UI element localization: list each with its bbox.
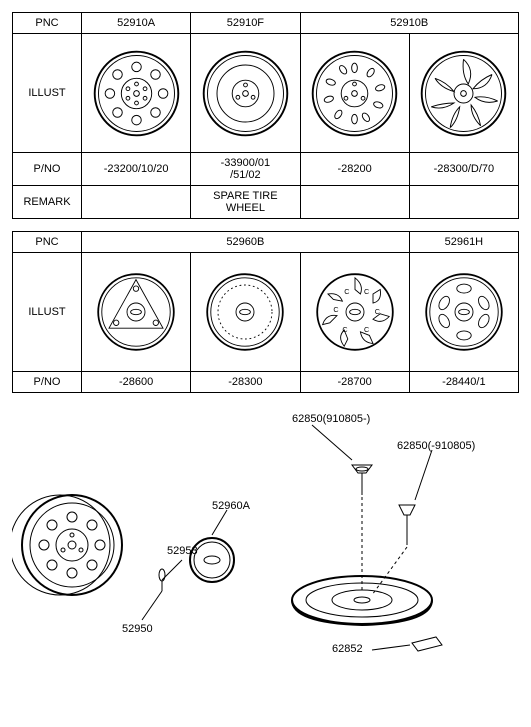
t1-pno-2: -28200 bbox=[300, 153, 409, 186]
t1-header-pno: P/NO bbox=[13, 153, 82, 186]
t1-illust-1 bbox=[191, 34, 300, 153]
t2-illust-1 bbox=[191, 253, 300, 372]
label-62850b: 62850(-910805) bbox=[397, 440, 475, 452]
t1-remark-1: SPARE TIRE WHEEL bbox=[191, 186, 300, 219]
t2-pno-3: -28440/1 bbox=[409, 372, 518, 393]
t2-header-pno: P/NO bbox=[13, 372, 82, 393]
t1-pnc-0: 52910A bbox=[82, 13, 191, 34]
label-52960A: 52960A bbox=[212, 500, 250, 512]
t1-illust-2 bbox=[300, 34, 409, 153]
t2-illust-0 bbox=[82, 253, 191, 372]
t1-illust-0 bbox=[82, 34, 191, 153]
t1-pnc-1: 52910F bbox=[191, 13, 300, 34]
t2-pnc-0: 52960B bbox=[82, 232, 410, 253]
table-2: PNC 52960B 52961H ILLUST P/NO -28600 -28… bbox=[12, 231, 519, 393]
t1-remark-3 bbox=[409, 186, 518, 219]
t1-remark-2 bbox=[300, 186, 409, 219]
t2-header-pnc: PNC bbox=[13, 232, 82, 253]
wheel-3d-icon bbox=[12, 495, 122, 595]
t2-pno-1: -28300 bbox=[191, 372, 300, 393]
t1-illust-3 bbox=[409, 34, 518, 153]
t2-pno-2: -28700 bbox=[300, 372, 409, 393]
label-52953: 52953 bbox=[167, 545, 198, 557]
t1-header-illust: ILLUST bbox=[13, 34, 82, 153]
t2-illust-3 bbox=[409, 253, 518, 372]
t2-header-illust: ILLUST bbox=[13, 253, 82, 372]
label-62850a: 62850(910805-) bbox=[292, 413, 370, 425]
t2-illust-2 bbox=[300, 253, 409, 372]
t1-header-pnc: PNC bbox=[13, 13, 82, 34]
t2-pno-0: -28600 bbox=[82, 372, 191, 393]
t1-remark-0 bbox=[82, 186, 191, 219]
lower-diagram: 62850(910805-) 62850(-910805) 52960A 529… bbox=[12, 405, 519, 665]
t1-header-remark: REMARK bbox=[13, 186, 82, 219]
t1-pnc-2: 52910B bbox=[300, 13, 519, 34]
table-1: PNC 52910A 52910F 52910B ILLUST P/NO -23… bbox=[12, 12, 519, 219]
t1-pno-1: -33900/01 /51/02 bbox=[191, 153, 300, 186]
label-62852: 62852 bbox=[332, 643, 363, 655]
label-52950: 52950 bbox=[122, 623, 153, 635]
t1-pno-3: -28300/D/70 bbox=[409, 153, 518, 186]
t2-pnc-3: 52961H bbox=[409, 232, 518, 253]
t1-pno-0: -23200/10/20 bbox=[82, 153, 191, 186]
